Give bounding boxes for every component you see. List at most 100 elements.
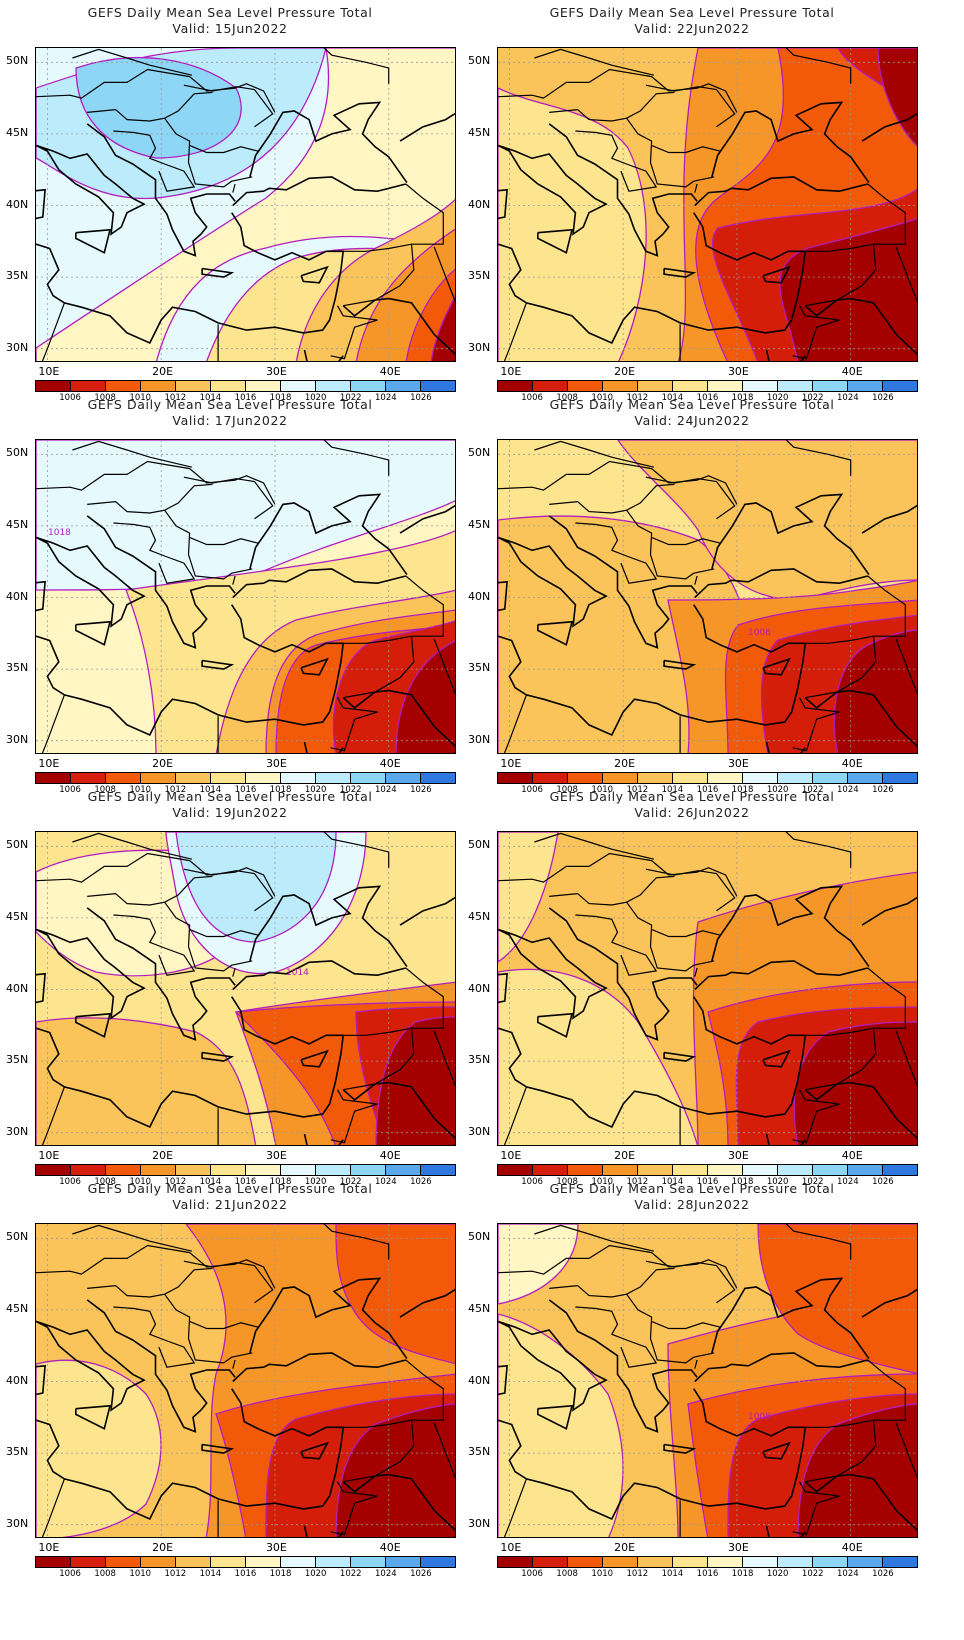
colorbar-swatch: [813, 773, 848, 783]
country-border: [323, 1224, 390, 1260]
coastline: [861, 1288, 917, 1318]
colorbar-swatch: [813, 1165, 848, 1175]
country-border: [36, 1244, 276, 1289]
country-border: [87, 483, 213, 514]
coastline: [498, 928, 608, 1020]
colorbar-label: 1006: [59, 785, 81, 795]
pressure-band: [430, 295, 455, 361]
longitude-label: 10E: [38, 365, 60, 378]
coastline: [36, 536, 146, 628]
colorbar-label: 1016: [696, 1569, 719, 1579]
coastline: [74, 228, 112, 254]
longitude-label: 20E: [614, 365, 636, 378]
map-panel: GEFS Daily Mean Sea Level Pressure Total…: [462, 1176, 922, 1586]
colorbar-label: 1010: [591, 1569, 614, 1579]
coastline: [498, 1320, 608, 1412]
country-border: [87, 91, 213, 122]
colorbar-swatch: [673, 1165, 708, 1175]
country-border: [645, 476, 736, 520]
country-border: [343, 636, 415, 699]
country-border: [503, 302, 527, 361]
coastline: [536, 1404, 574, 1430]
coastline: [232, 568, 406, 599]
colorbar-label: 1012: [164, 785, 187, 795]
country-border: [575, 522, 658, 584]
country-border: [534, 1224, 655, 1252]
colorbar-swatch: [71, 1165, 106, 1175]
latitude-label: 35N: [6, 1053, 29, 1067]
colorbar-label: 1024: [375, 393, 397, 403]
latitude-label: 40N: [6, 197, 29, 211]
country-border: [36, 68, 276, 113]
latitude-label: 40N: [6, 1373, 29, 1387]
country-border: [651, 928, 721, 938]
coastline: [300, 265, 329, 284]
colorbar-swatch: [638, 773, 673, 783]
colorbar-swatch: [848, 1557, 883, 1567]
latitude-label: 45N: [468, 1301, 491, 1315]
latitude-label: 40N: [468, 589, 491, 603]
colorbar: [497, 1164, 918, 1176]
colorbar-label: 1018: [269, 393, 292, 403]
coastline: [663, 267, 697, 278]
longitude-label: 10E: [500, 1149, 522, 1162]
pressure-map: [35, 1223, 456, 1538]
country-border: [498, 852, 738, 897]
colorbar-swatch: [141, 381, 176, 391]
country-border: [651, 144, 721, 154]
colorbar-swatch: [498, 773, 533, 783]
longitude-label: 20E: [152, 365, 174, 378]
colorbar-label: 1008: [556, 393, 578, 403]
coastline: [36, 212, 345, 345]
longitude-label: 20E: [614, 1541, 636, 1554]
country-border: [189, 536, 259, 546]
panel-title: GEFS Daily Mean Sea Level Pressure Total: [549, 789, 835, 804]
latitude-label: 40N: [468, 981, 491, 995]
country-border: [645, 868, 736, 912]
country-border: [895, 638, 917, 695]
country-border: [498, 68, 738, 113]
colorbar-swatch: [498, 1557, 533, 1567]
colorbar-label: 1024: [375, 1569, 397, 1579]
country-border: [343, 1359, 444, 1428]
colorbar-swatch: [211, 1165, 246, 1175]
colorbar-label: 1012: [626, 1177, 649, 1187]
colorbar-swatch: [603, 773, 638, 783]
pressure-band: [395, 640, 455, 753]
contour-label: 1008: [748, 1412, 771, 1422]
colorbar-label: 1020: [304, 1569, 327, 1579]
colorbar-label: 1006: [59, 393, 81, 403]
coastline: [694, 176, 868, 207]
colorbar-swatch: [708, 1557, 743, 1567]
panel-title: GEFS Daily Mean Sea Level Pressure Total: [549, 1181, 835, 1196]
latitude-label: 45N: [6, 125, 29, 139]
coastline: [201, 1051, 235, 1062]
latitude-label: 50N: [468, 446, 491, 460]
longitude-label: 20E: [152, 757, 174, 770]
latitude-label: 35N: [468, 1445, 491, 1459]
colorbar-swatch: [568, 1165, 603, 1175]
country-border: [164, 509, 253, 580]
latitude-label: 40N: [468, 1373, 491, 1387]
coastline: [663, 1443, 697, 1454]
pressure-map: 1014: [35, 831, 456, 1146]
colorbar-label: 1020: [766, 785, 789, 795]
colorbar-swatch: [778, 1165, 813, 1175]
panel-title: GEFS Daily Mean Sea Level Pressure Total: [549, 397, 835, 412]
colorbar-swatch: [421, 381, 455, 391]
coastline: [36, 1388, 345, 1521]
coastline: [498, 604, 807, 737]
coastline: [711, 1277, 870, 1360]
colorbar-swatch: [883, 381, 917, 391]
country-border: [785, 48, 852, 84]
coastline: [861, 504, 917, 534]
coastline: [804, 297, 917, 356]
colorbar-swatch: [211, 1557, 246, 1567]
coastline: [74, 1404, 112, 1430]
country-border: [189, 1320, 259, 1330]
colorbar-label: 1008: [556, 785, 578, 795]
latitude-label: 35N: [6, 1445, 29, 1459]
colorbar: [35, 380, 456, 392]
pressure-band: [36, 48, 455, 361]
latitude-label: 45N: [6, 1301, 29, 1315]
